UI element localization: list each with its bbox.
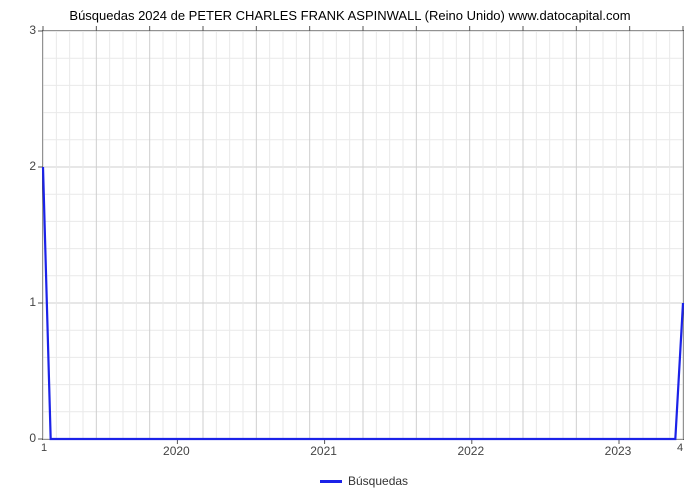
legend-swatch xyxy=(320,480,342,483)
plot-area xyxy=(42,30,684,440)
x-bottom-left-number: 1 xyxy=(41,442,47,454)
plot-svg xyxy=(43,31,683,439)
x-tick-label: 2022 xyxy=(457,444,484,458)
x-tick-label: 2021 xyxy=(310,444,337,458)
x-tick-label: 2020 xyxy=(163,444,190,458)
y-tick-label: 2 xyxy=(16,159,36,173)
chart-title: Búsquedas 2024 de PETER CHARLES FRANK AS… xyxy=(0,0,700,23)
y-tick-label: 1 xyxy=(16,295,36,309)
y-tick-label: 0 xyxy=(16,431,36,445)
x-tick-label: 2023 xyxy=(605,444,632,458)
chart-container: Búsquedas 2024 de PETER CHARLES FRANK AS… xyxy=(0,0,700,500)
x-bottom-right-number: 4 xyxy=(677,442,683,454)
y-tick-label: 3 xyxy=(16,23,36,37)
legend-label: Búsquedas xyxy=(348,474,408,488)
legend: Búsquedas xyxy=(320,474,408,488)
